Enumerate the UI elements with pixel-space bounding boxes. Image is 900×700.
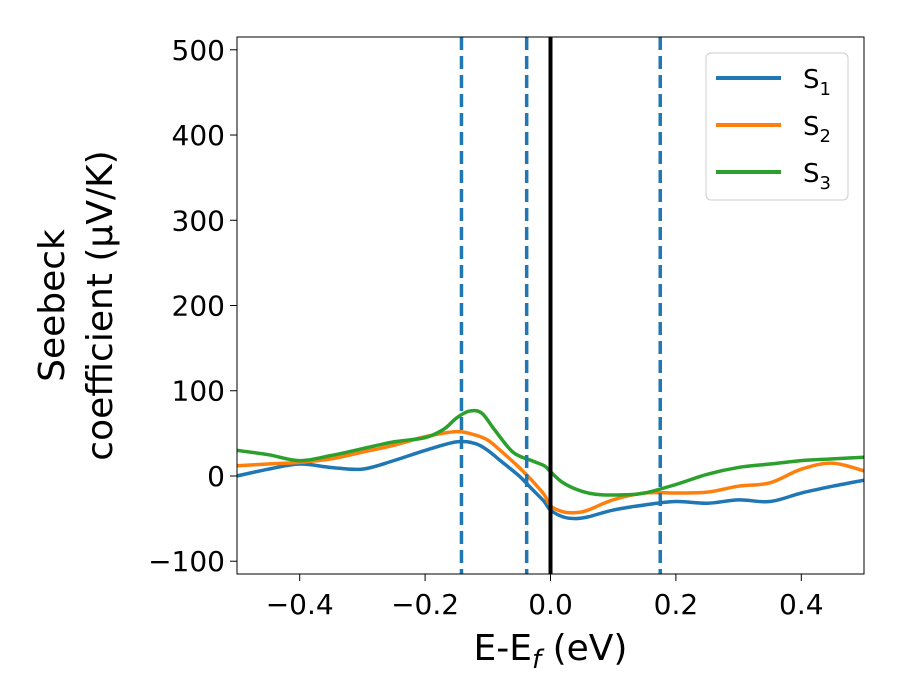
y-tick-label: 400 bbox=[172, 119, 225, 152]
y-tick-label: 500 bbox=[172, 34, 225, 67]
x-tick-label: 0.2 bbox=[654, 588, 699, 621]
x-axis-title: E-Ef (eV) bbox=[474, 628, 628, 675]
y-tick-label: 300 bbox=[172, 204, 225, 237]
x-axis: −0.4 −0.2 0.0 0.2 0.4 bbox=[266, 574, 824, 621]
y-tick-label: 0 bbox=[207, 460, 225, 493]
legend-label: S1 bbox=[803, 65, 831, 100]
x-tick-label: −0.4 bbox=[266, 588, 334, 621]
series-line-1 bbox=[237, 439, 864, 521]
y-axis-title: Seebeck coefficient (μV/K) bbox=[32, 150, 121, 460]
legend-label: S3 bbox=[803, 159, 831, 194]
y-tick-label: 200 bbox=[172, 290, 225, 323]
y-axis-title-line1: Seebeck bbox=[32, 229, 73, 382]
y-tick-label: 100 bbox=[172, 375, 225, 408]
x-tick-label: −0.2 bbox=[391, 588, 459, 621]
y-axis-title-line2: coefficient (μV/K) bbox=[80, 150, 121, 460]
series-line-3 bbox=[237, 408, 864, 497]
series-line-2 bbox=[237, 429, 864, 515]
legend-label: S2 bbox=[803, 112, 831, 147]
x-tick-label: 0.4 bbox=[779, 588, 824, 621]
x-tick-label: 0.0 bbox=[528, 588, 573, 621]
y-axis: −100 0 100 200 300 400 500 bbox=[148, 34, 237, 578]
y-tick-label: −100 bbox=[148, 545, 225, 578]
plot-area bbox=[237, 37, 864, 574]
legend: S1 S2 S3 bbox=[705, 52, 849, 201]
